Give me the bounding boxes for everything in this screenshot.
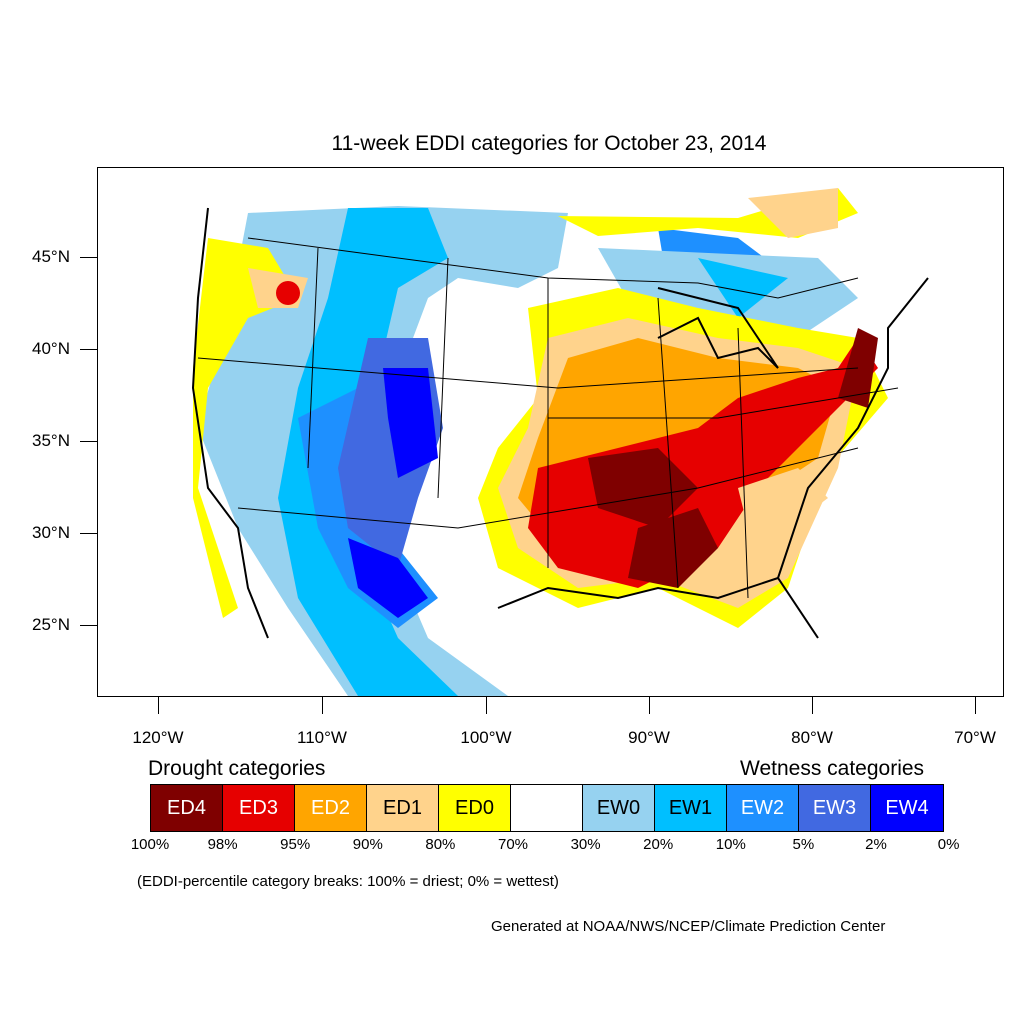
lon-tick: [812, 697, 813, 714]
legend-break-label: 98%: [207, 836, 238, 853]
legend-swatch-ew2: EW2: [727, 785, 799, 831]
legend-break-label: 70%: [497, 836, 529, 853]
lon-label-100w: 100°W: [460, 728, 512, 747]
legend-break-label: 20%: [643, 836, 674, 853]
lat-tick: [80, 625, 97, 626]
lat-tick: [80, 533, 97, 534]
wetness-categories-heading: Wetness categories: [740, 757, 925, 780]
lat-tick: [80, 349, 97, 350]
lon-label-80w: 80°W: [791, 728, 833, 747]
lon-tick: [486, 697, 487, 714]
legend-swatch-ew4: EW4: [871, 785, 943, 831]
legend-swatch-ew1: EW1: [655, 785, 727, 831]
legend-break-label: 80%: [425, 836, 456, 853]
eddi-shading: [193, 188, 888, 696]
lat-tick: [80, 441, 97, 442]
lon-label-70w: 70°W: [954, 728, 996, 747]
lat-label-30: 30°N: [32, 523, 70, 542]
lon-label-120w: 120°W: [132, 728, 184, 747]
legend-swatch-ed4: ED4: [151, 785, 223, 831]
legend-break-label: 100%: [130, 836, 170, 853]
credit-line: Generated at NOAA/NWS/NCEP/Climate Predi…: [491, 918, 886, 935]
coastline: [191, 207, 929, 639]
legend-break-label: 5%: [792, 836, 815, 853]
legend-swatch-ed2: ED2: [295, 785, 367, 831]
eddi-map: [97, 167, 1004, 697]
legend-break-label: 10%: [715, 836, 746, 853]
lat-label-40: 40°N: [32, 339, 70, 358]
drought-categories-heading: Drought categories: [148, 757, 326, 780]
legend-swatch-ed0: ED0: [439, 785, 511, 831]
lon-label-110w: 110°W: [297, 728, 347, 747]
lon-tick: [158, 697, 159, 714]
map-title: 11-week EDDI categories for October 23, …: [331, 132, 767, 155]
lat-label-45: 45°N: [32, 247, 70, 266]
legend-swatch-ed3: ED3: [223, 785, 295, 831]
legend-swatch-ew0: EW0: [583, 785, 655, 831]
legend-break-label: 2%: [865, 836, 887, 853]
legend-break-label: 90%: [352, 836, 383, 853]
legend-break-label: 0%: [937, 836, 960, 853]
legend-break-label: 30%: [570, 836, 601, 853]
state-borders: [197, 237, 899, 599]
category-break-note: (EDDI-percentile category breaks: 100% =…: [137, 873, 559, 890]
lat-label-25: 25°N: [32, 615, 70, 634]
legend-swatch-ew3: EW3: [799, 785, 871, 831]
legend-color-bar: ED4 ED3 ED2 ED1 ED0 EW0 EW1 EW2 EW3 EW4: [150, 784, 944, 832]
lon-tick: [322, 697, 323, 714]
lat-label-35: 35°N: [32, 431, 70, 450]
lon-tick: [649, 697, 650, 714]
lat-tick: [80, 257, 97, 258]
lon-label-90w: 90°W: [628, 728, 670, 747]
legend-break-label: 95%: [280, 836, 311, 853]
lon-tick: [975, 697, 976, 714]
legend-swatch-neutral: [511, 785, 583, 831]
legend-swatch-ed1: ED1: [367, 785, 439, 831]
